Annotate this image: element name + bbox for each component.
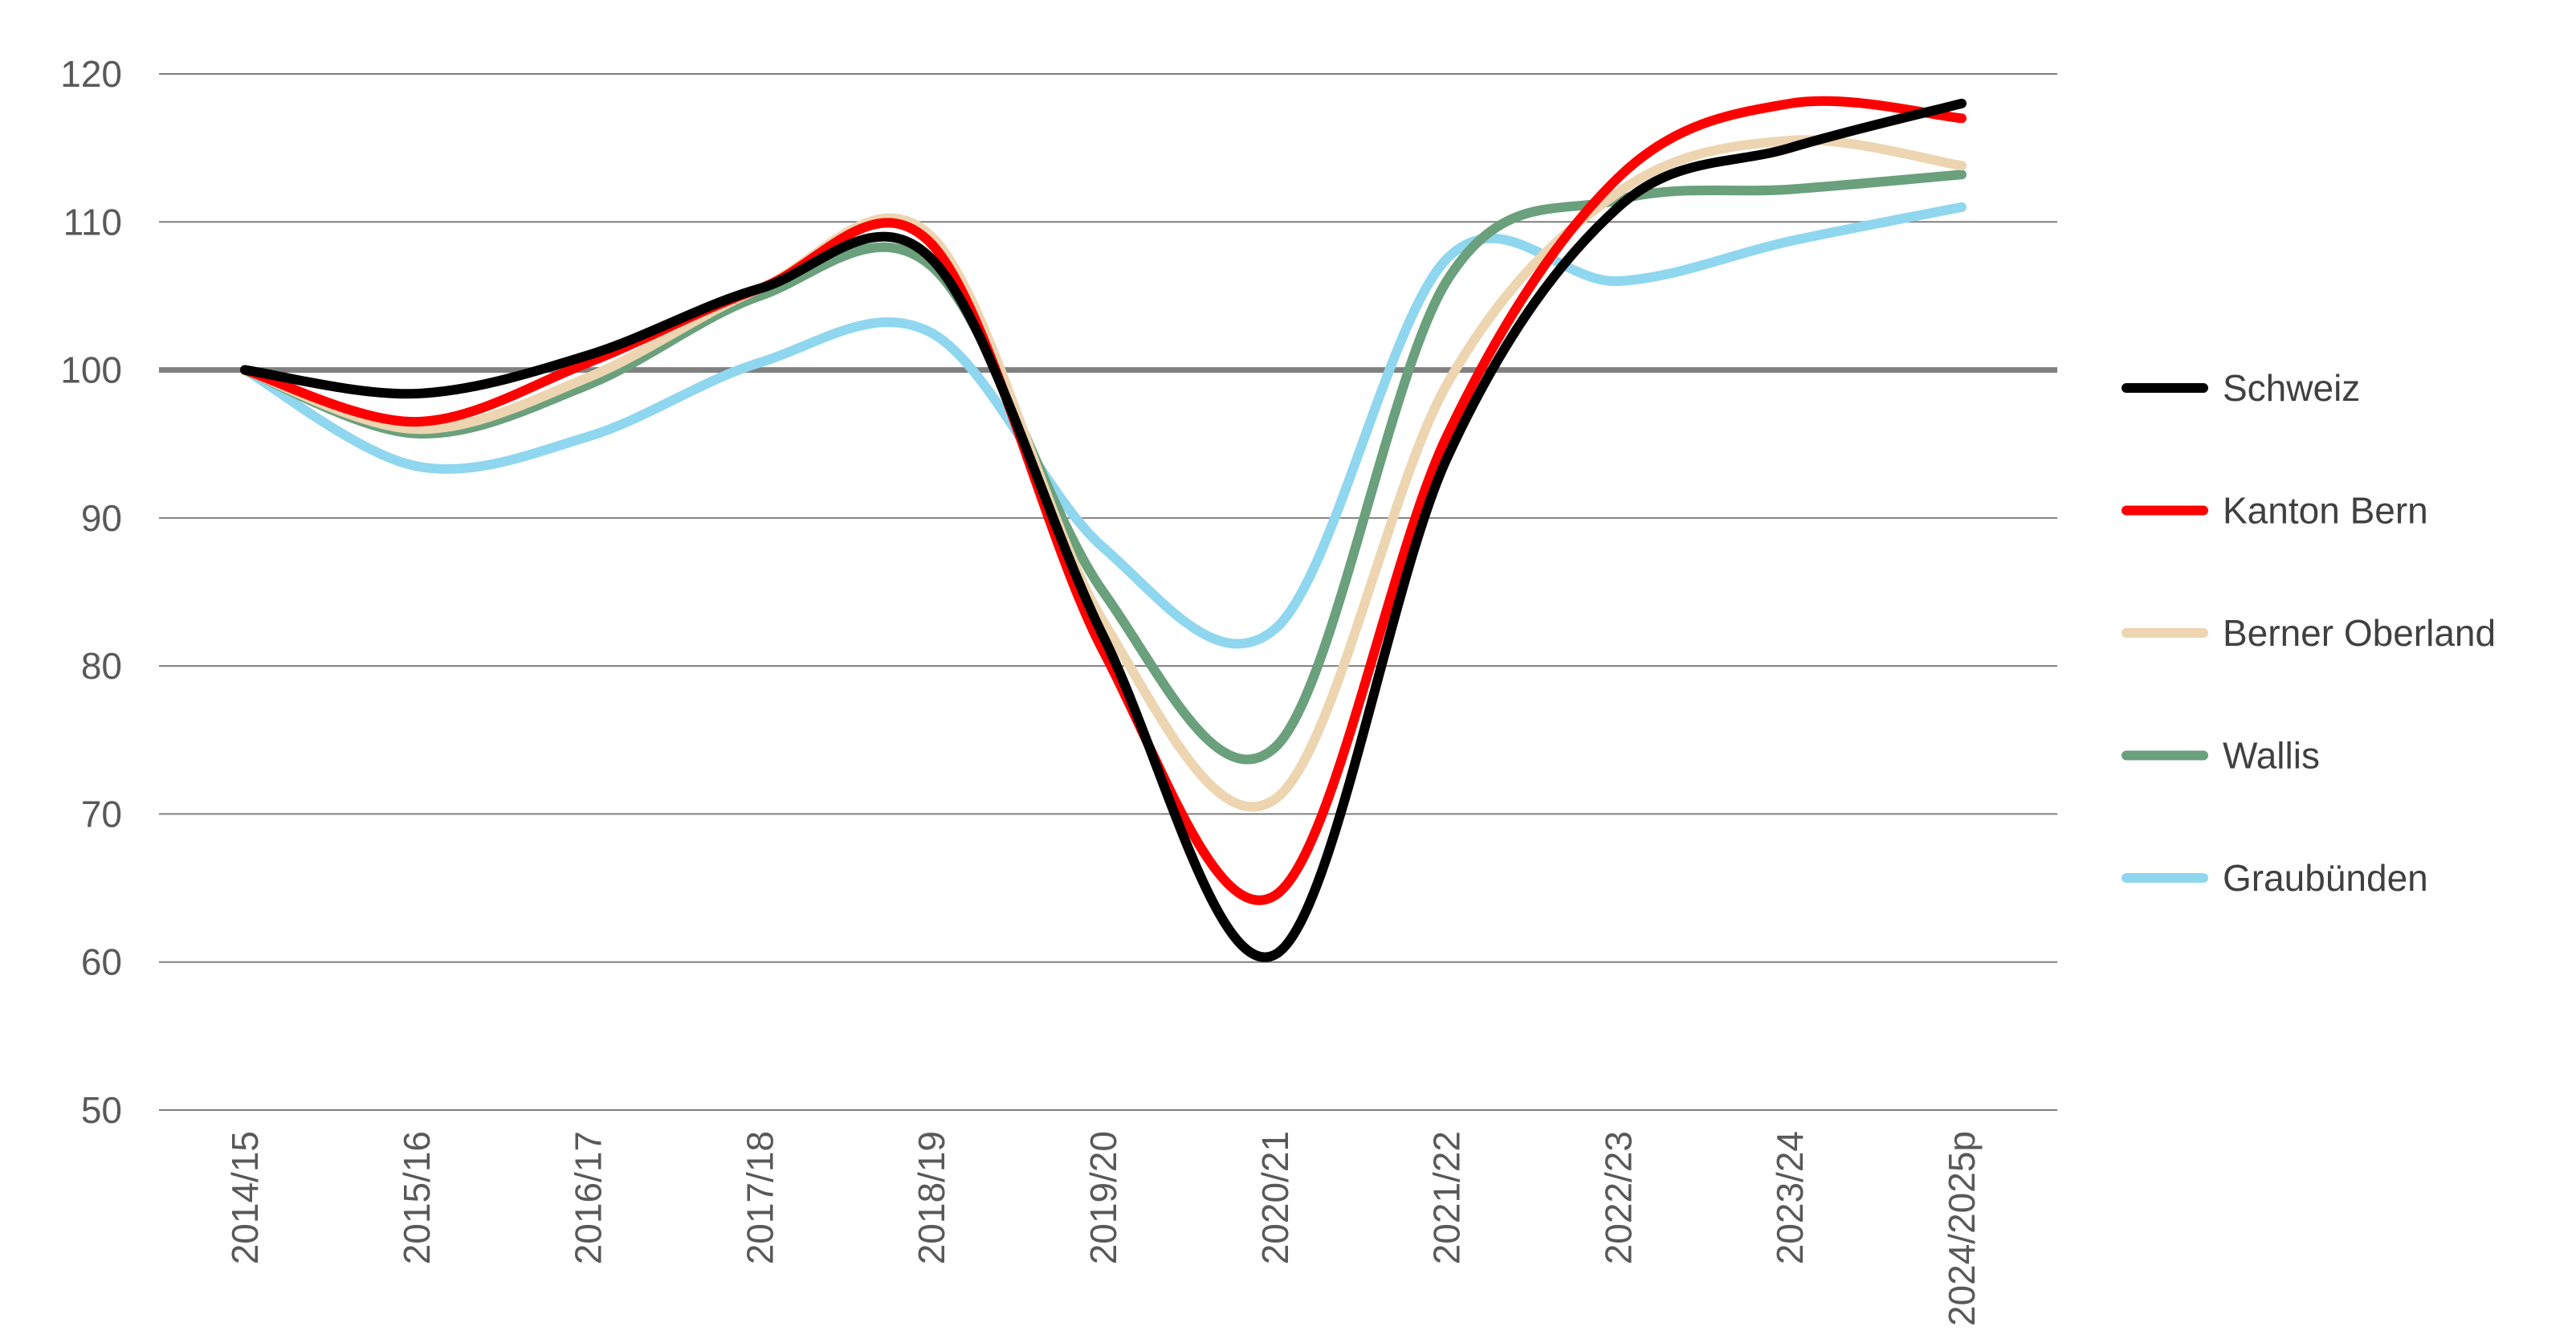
legend-label-graub-nden: Graubünden [2223,857,2428,899]
y-tick-label: 90 [81,497,122,539]
y-tick-label: 60 [81,941,122,983]
legend-label-wallis: Wallis [2223,735,2320,777]
x-tick-label: 2015/16 [396,1131,438,1264]
y-axis-ticks: 50 60 70 80 90 100 110 120 [60,53,122,1131]
y-tick-label: 110 [63,201,122,243]
y-tick-label: 70 [81,793,122,835]
series-line-kanton-bern [240,96,1967,905]
y-tick-label: 120 [60,53,122,95]
grid-layer [159,73,2057,1111]
x-tick-label: 2019/20 [1082,1131,1124,1264]
x-tick-label: 2018/19 [911,1131,952,1264]
x-tick-label: 2016/17 [568,1131,609,1264]
series-line-wallis [240,169,1967,765]
x-tick-label: 2022/23 [1597,1131,1639,1264]
x-tick-label: 2023/24 [1769,1131,1811,1264]
series-layer [240,96,1967,962]
x-tick-label: 2021/22 [1426,1131,1468,1264]
legend-label-schweiz: Schweiz [2223,367,2360,409]
legend-label-kanton-bern: Kanton Bern [2223,490,2428,532]
legend-label-berner-oberland: Berner Oberland [2223,612,2496,654]
legend: Schweiz Kanton Bern Berner Oberland Wallis G… [2122,367,2496,899]
x-tick-label: 2014/15 [224,1131,266,1264]
y-tick-label: 50 [81,1089,122,1131]
x-axis-ticks: 2014/15 2015/16 2016/17 2017/18 2018/19 2019/… [224,1131,1983,1326]
x-tick-label: 2024/2025p [1941,1131,1983,1326]
series-line-schweiz [240,98,1967,962]
x-tick-label: 2017/18 [739,1131,781,1264]
y-tick-label: 100 [60,349,122,391]
series-line-graub-nden [240,202,1967,649]
x-tick-label: 2020/21 [1254,1131,1296,1264]
y-tick-label: 80 [81,645,122,687]
series-line-berner-oberland [240,135,1967,812]
